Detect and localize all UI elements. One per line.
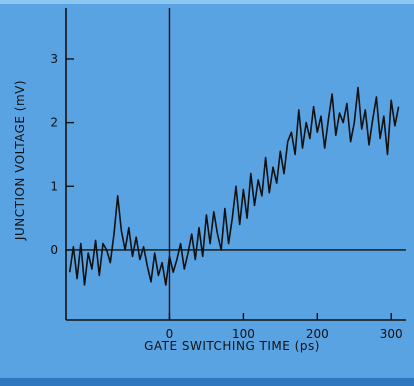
y-tick-label: 1	[50, 179, 58, 193]
axes-layer	[65, 8, 406, 321]
x-tick-label: 300	[380, 327, 403, 341]
y-tick-label: 3	[50, 52, 58, 66]
series-layer	[68, 86, 400, 286]
x-tick-label: 0	[166, 327, 174, 341]
x-tick-label: 200	[306, 327, 329, 341]
y-tick-label: 2	[50, 116, 58, 130]
x-axis-label: GATE SWITCHING TIME (ps)	[144, 339, 320, 353]
labels-layer: GATE SWITCHING TIME (ps) JUNCTION VOLTAG…	[13, 80, 320, 353]
junction-voltage-trace	[68, 86, 400, 286]
x-tick-label: 100	[232, 327, 255, 341]
frame-bottom-strip	[0, 378, 414, 386]
frame-top-strip	[0, 0, 414, 4]
y-axis-label: JUNCTION VOLTAGE (mV)	[13, 80, 27, 241]
ticks-layer: 0 1 2 3 0 100 200 300	[50, 52, 402, 341]
y-tick-label: 0	[50, 243, 58, 257]
